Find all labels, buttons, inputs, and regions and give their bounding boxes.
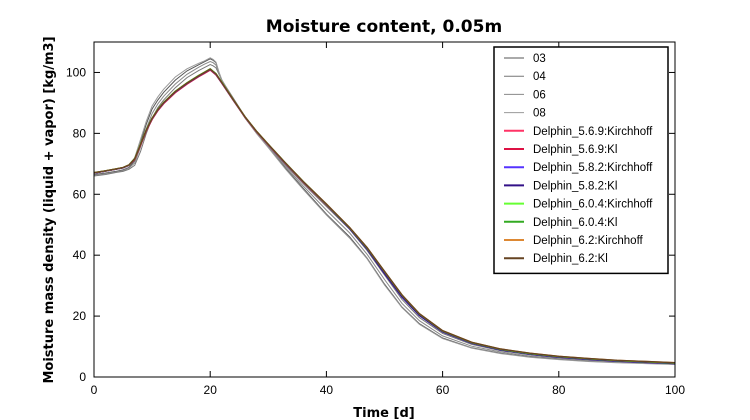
legend-entry: Delphin_6.0.4:Kl bbox=[504, 217, 617, 229]
y-tick-label: 20 bbox=[73, 309, 87, 323]
plot-frame bbox=[93, 41, 676, 378]
y-tick-label: 60 bbox=[73, 187, 87, 201]
x-tick-label: 40 bbox=[320, 383, 334, 397]
legend-label: 03 bbox=[533, 53, 546, 65]
chart-title: Moisture content, 0.05m bbox=[266, 17, 502, 37]
y-tick-label: 80 bbox=[73, 126, 87, 140]
legend-label: Delphin_5.8.2:Kl bbox=[533, 180, 617, 192]
legend: 03 04 06 08 Delphin_5.6.9:Kirchhoff Delphin_5… bbox=[493, 46, 669, 275]
legend-label: Delphin_5.8.2:Kirchhoff bbox=[533, 162, 653, 174]
legend-entry: Delphin_5.8.2:Kirchhoff bbox=[504, 162, 653, 174]
ticks-layer: 0 20 40 60 80 100 0 20 40 60 80 100 bbox=[66, 42, 685, 397]
legend-entry: Delphin_5.6.9:Kl bbox=[504, 144, 617, 156]
y-tick-label: 0 bbox=[79, 370, 86, 384]
legend-entry: 08 bbox=[504, 108, 546, 120]
y-axis-label: Moisture mass density (liquid + vapor) [… bbox=[42, 36, 57, 383]
x-axis-label: Time [d] bbox=[353, 406, 414, 420]
series-line-04 bbox=[94, 63, 675, 365]
x-tick-label: 100 bbox=[665, 383, 685, 397]
x-tick-label: 20 bbox=[204, 383, 218, 397]
legend-label: Delphin_6.0.4:Kirchhoff bbox=[533, 199, 653, 211]
legend-entry: Delphin_6.0.4:Kirchhoff bbox=[504, 199, 653, 211]
x-tick-label: 60 bbox=[436, 383, 450, 397]
legend-entry: Delphin_5.8.2:Kl bbox=[504, 180, 617, 192]
y-tick-label: 100 bbox=[66, 65, 86, 79]
legend-label: Delphin_5.6.9:Kl bbox=[533, 144, 617, 156]
legend-label: 08 bbox=[533, 108, 546, 120]
legend-label: 06 bbox=[533, 89, 546, 101]
legend-entry: Delphin_6.2:Kirchhoff bbox=[504, 235, 644, 247]
y-tick-label: 40 bbox=[73, 248, 87, 262]
series-layer bbox=[94, 57, 675, 365]
legend-entry: Delphin_6.2:Kl bbox=[504, 253, 608, 265]
legend-entry: 06 bbox=[504, 89, 546, 101]
x-tick-label: 0 bbox=[91, 383, 98, 397]
legend-entry: 03 bbox=[504, 53, 546, 65]
legend-label: Delphin_5.6.9:Kirchhoff bbox=[533, 126, 653, 138]
legend-label: Delphin_6.2:Kirchhoff bbox=[533, 235, 644, 247]
legend-entry: Delphin_5.6.9:Kirchhoff bbox=[504, 126, 653, 138]
legend-box bbox=[493, 46, 669, 275]
legend-label: Delphin_6.0.4:Kl bbox=[533, 217, 617, 229]
legend-entry: 04 bbox=[504, 71, 546, 83]
legend-label: Delphin_6.2:Kl bbox=[533, 253, 608, 265]
series-line-delphin-6-2-kl bbox=[94, 68, 675, 364]
x-tick-label: 80 bbox=[552, 383, 566, 397]
legend-label: 04 bbox=[533, 71, 546, 83]
